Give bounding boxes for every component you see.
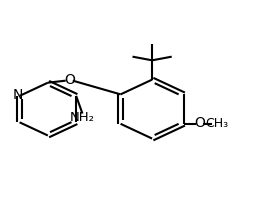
Text: N: N: [13, 88, 23, 102]
Text: CH₃: CH₃: [205, 117, 228, 130]
Text: O: O: [64, 73, 75, 87]
Text: O: O: [194, 116, 205, 130]
Text: NH₂: NH₂: [70, 111, 95, 124]
